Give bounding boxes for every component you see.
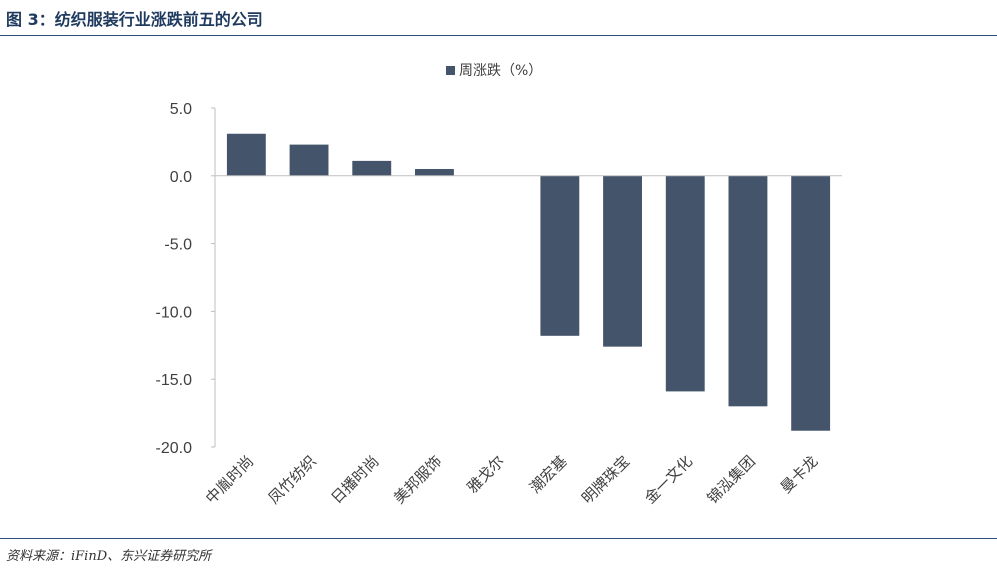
x-tick-label: 潮宏基 <box>526 452 571 497</box>
y-tick-label: -10.0 <box>156 304 193 321</box>
footer-divider <box>0 538 997 539</box>
bar-7 <box>665 175 705 392</box>
bar-3 <box>415 169 454 176</box>
y-tick-label: 5.0 <box>170 101 192 118</box>
x-tick-label: 金一文化 <box>641 452 696 507</box>
bar-6 <box>603 175 642 347</box>
x-tick-label: 锦泓集团 <box>704 452 759 507</box>
bar-5 <box>540 175 580 336</box>
source-note: 资料来源：iFinD、东兴证券研究所 <box>6 549 212 564</box>
legend-label: 周涨跌（%） <box>459 63 542 79</box>
figure-title: 图 3：纺织服装行业涨跌前五的公司 <box>6 10 263 29</box>
y-tick-label: -15.0 <box>156 372 193 389</box>
bar-0 <box>226 133 266 176</box>
legend-swatch <box>446 66 455 75</box>
y-tick-label: -5.0 <box>164 237 192 254</box>
bar-9 <box>791 175 831 431</box>
y-tick-label: 0.0 <box>170 169 192 186</box>
legend: 周涨跌（%） <box>446 63 542 79</box>
x-tick-label: 雅戈尔 <box>463 452 508 497</box>
x-tick-label: 明牌珠宝 <box>578 452 633 507</box>
y-tick-label: -20.0 <box>156 440 193 457</box>
bars <box>226 133 831 431</box>
x-tick-label: 曼卡龙 <box>777 452 822 497</box>
bar-2 <box>352 160 392 176</box>
bar-8 <box>728 175 768 407</box>
x-tick-label: 凤竹纺织 <box>265 452 320 507</box>
x-tick-label: 日播时尚 <box>327 452 382 507</box>
x-tick-label: 中胤时尚 <box>202 452 257 507</box>
bar-1 <box>289 144 329 176</box>
y-axis: 5.0 0.0 -5.0 -10.0 -15.0 -20.0 <box>156 101 216 457</box>
title-divider <box>0 35 997 36</box>
x-tick-label: 美邦服饰 <box>390 452 445 507</box>
